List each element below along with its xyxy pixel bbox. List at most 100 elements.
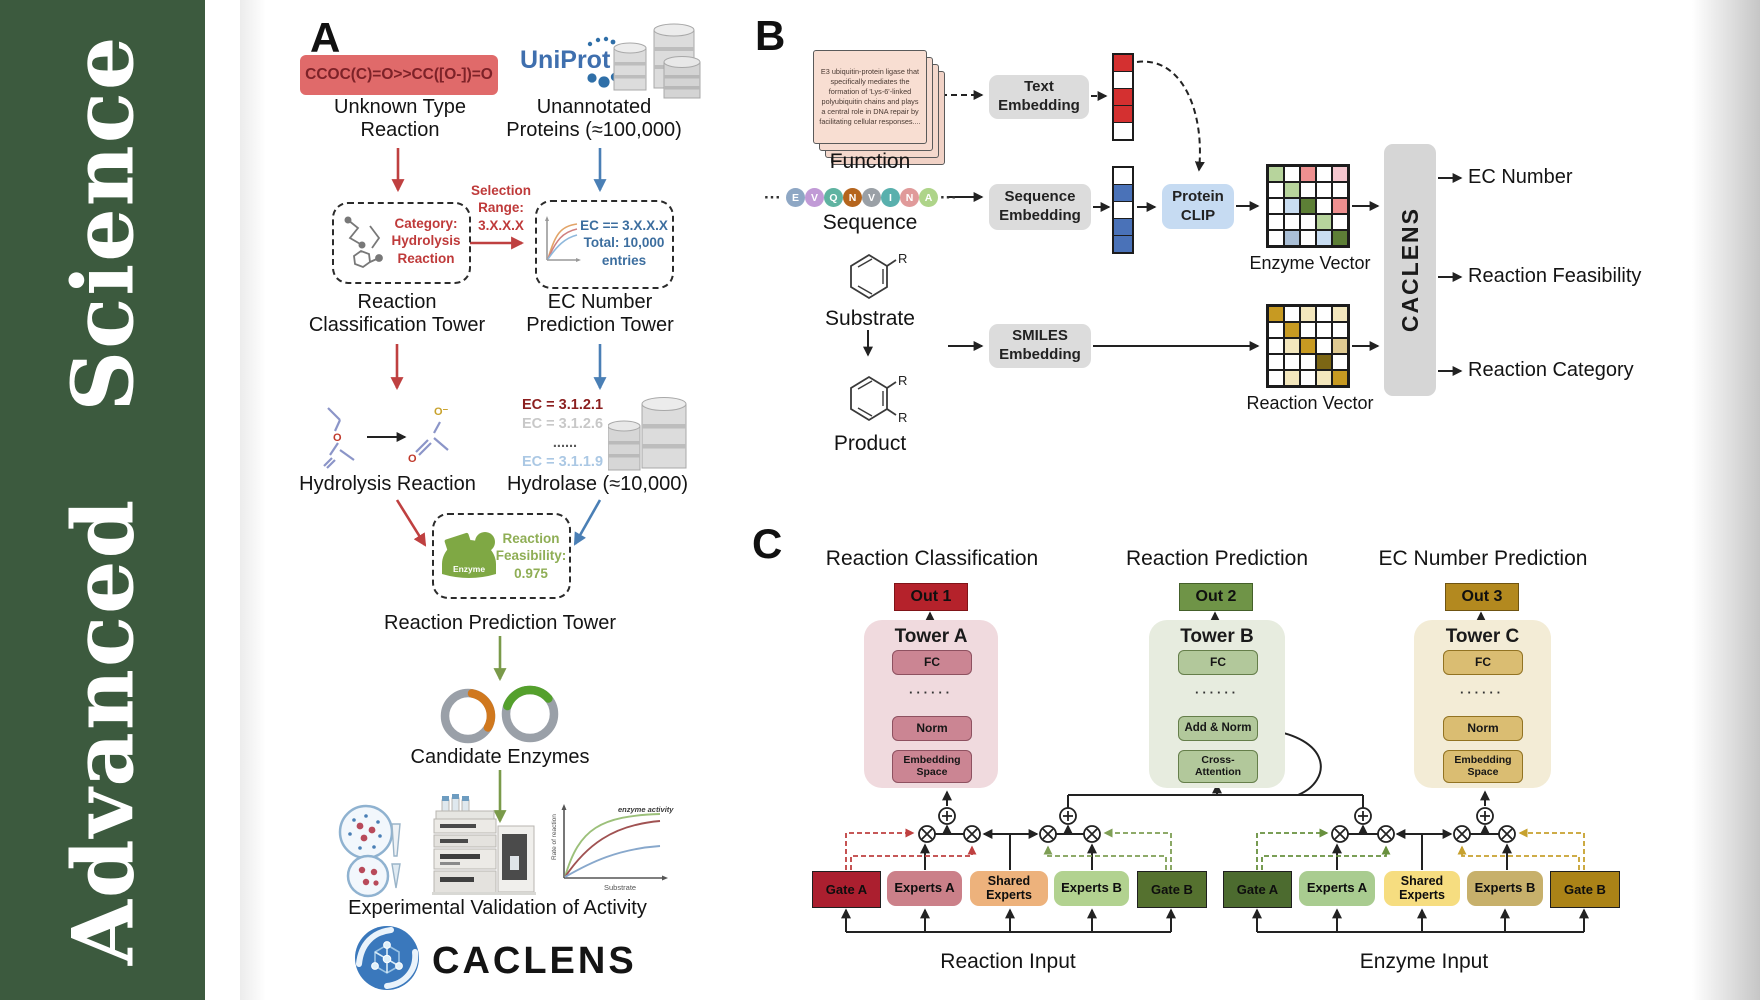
matrix-cell <box>1332 370 1348 386</box>
matrix-cell <box>1316 338 1332 354</box>
matrix-cell <box>1268 306 1284 322</box>
vector-cell <box>1114 168 1132 184</box>
matrix-cell <box>1284 306 1300 322</box>
matrix-cell <box>1332 182 1348 198</box>
tower-c-title: Tower C <box>1445 626 1520 647</box>
column-title-reaction-classification: Reaction Classification <box>825 547 1039 570</box>
tower-a-embedding-box: Embedding Space <box>892 750 972 783</box>
panel-b-label: B <box>755 12 786 59</box>
page-edge-shade-right <box>1692 0 1760 1000</box>
vector-cell <box>1114 184 1132 201</box>
reaction-gate-b: Gate B <box>1137 871 1207 908</box>
residue-token: A <box>919 188 938 207</box>
sum-node <box>1354 807 1372 825</box>
mul-node <box>1331 825 1349 843</box>
tower-c-embedding-box: Embedding Space <box>1443 750 1523 783</box>
ec-entry: EC = 3.1.2.6 <box>522 415 604 432</box>
reaction-gate-a: Gate A <box>812 871 881 908</box>
tower-a-norm-box: Norm <box>892 716 972 741</box>
page-edge-shade-left <box>240 0 266 1000</box>
matrix-cell <box>1332 354 1348 370</box>
matrix-cell <box>1300 370 1316 386</box>
classification-tower-label: Reaction Classification Tower <box>308 291 486 336</box>
output-reaction-category: Reaction Category <box>1468 359 1634 381</box>
matrix-cell <box>1284 198 1300 214</box>
reaction-feasibility-box <box>432 513 571 599</box>
svg-text:O⁻: O⁻ <box>434 406 449 418</box>
caclens-logo-icon <box>355 926 419 990</box>
panel-a-label: A <box>310 14 341 61</box>
matrix-cell <box>1332 322 1348 338</box>
ec-prediction-tower-label: EC Number Prediction Tower <box>526 291 674 336</box>
tower-a-title: Tower A <box>894 626 968 647</box>
matrix-cell <box>1268 322 1284 338</box>
enzyme-input-label: Enzyme Input <box>1359 950 1489 973</box>
matrix-cell <box>1332 230 1348 246</box>
tower-b-addnorm-box: Add & Norm <box>1178 716 1258 741</box>
journal-sidebar: Advanced Science <box>0 0 205 1000</box>
matrix-cell <box>1284 166 1300 182</box>
substrate-r-group: R <box>898 251 907 266</box>
mul-node <box>918 825 936 843</box>
matrix-cell <box>1268 166 1284 182</box>
reaction-classification-box <box>332 202 471 284</box>
reaction-prediction-tower-label: Reaction Prediction Tower <box>384 611 616 634</box>
svg-text:O: O <box>333 432 342 444</box>
ec-candidate-list: EC = 3.1.2.1 EC = 3.1.2.6 ...... EC = 3.… <box>522 396 608 471</box>
enzyme-vector-matrix <box>1266 164 1350 248</box>
out2-box: Out 2 <box>1179 583 1253 611</box>
residue-token: N <box>843 188 862 207</box>
residue-token: Q <box>824 188 843 207</box>
enzyme-vector-label: Enzyme Vector <box>1249 252 1371 273</box>
ec-total-text: EC == 3.X.X.X Total: 10,000 entries <box>580 217 668 268</box>
product-r-group: R <box>898 373 907 388</box>
mul-node <box>1039 825 1057 843</box>
smiles-reaction-box: CCOC(C)=O>>CC([O-])=O <box>300 55 498 95</box>
column-title-ec-number-prediction: EC Number Prediction <box>1378 547 1588 570</box>
plot-ylabel: Rate of reaction <box>551 814 558 860</box>
out3-box: Out 3 <box>1445 583 1519 611</box>
reaction-input-label: Reaction Input <box>940 950 1076 973</box>
sequence-label: Sequence <box>822 210 918 234</box>
selection-range-label: Selection Range: 3.X.X.X <box>470 182 532 233</box>
matrix-cell <box>1332 338 1348 354</box>
mul-node <box>1377 825 1395 843</box>
mul-node <box>1083 825 1101 843</box>
matrix-cell <box>1332 306 1348 322</box>
matrix-cell <box>1300 182 1316 198</box>
mul-node <box>963 825 981 843</box>
tower-a-fc-box: FC <box>892 650 972 675</box>
product-label: Product <box>833 431 907 455</box>
molecule-sketch-icon <box>344 216 383 269</box>
unknown-type-label: Unknown Type Reaction <box>334 96 466 141</box>
ec-entry-ellipsis: ...... <box>552 434 578 451</box>
out1-box: Out 1 <box>894 583 968 611</box>
matrix-cell <box>1284 354 1300 370</box>
tower-b-dots: ······ <box>1195 684 1239 700</box>
journal-title: Advanced Science <box>53 34 152 966</box>
plot-xlabel: Substrate <box>604 883 636 892</box>
vector-cell <box>1114 235 1132 252</box>
sum-node <box>938 807 956 825</box>
matrix-cell <box>1316 322 1332 338</box>
matrix-cell <box>1316 182 1332 198</box>
matrix-cell <box>1300 214 1316 230</box>
vector-cell <box>1114 88 1132 105</box>
text-embedding-box: Text Embedding <box>989 75 1089 119</box>
vector-cell <box>1114 122 1132 139</box>
matrix-cell <box>1268 370 1284 386</box>
matrix-cell <box>1268 338 1284 354</box>
vector-cell <box>1114 55 1132 71</box>
matrix-cell <box>1332 214 1348 230</box>
sequence-ellipsis-right: ··· <box>940 188 957 207</box>
matrix-cell <box>1300 230 1316 246</box>
enzyme-experts-b: Experts B <box>1467 871 1543 906</box>
enzyme-badge-text: Enzyme <box>453 564 485 574</box>
matrix-cell <box>1316 214 1332 230</box>
sequence-embedding-box: Sequence Embedding <box>989 184 1091 230</box>
reaction-shared-experts: Shared Experts <box>970 871 1048 906</box>
sum-mul-nodes <box>918 807 1516 843</box>
hydrolysis-reaction-label: Hydrolysis Reaction <box>299 472 476 495</box>
tower-c-fc-box: FC <box>1443 650 1523 675</box>
